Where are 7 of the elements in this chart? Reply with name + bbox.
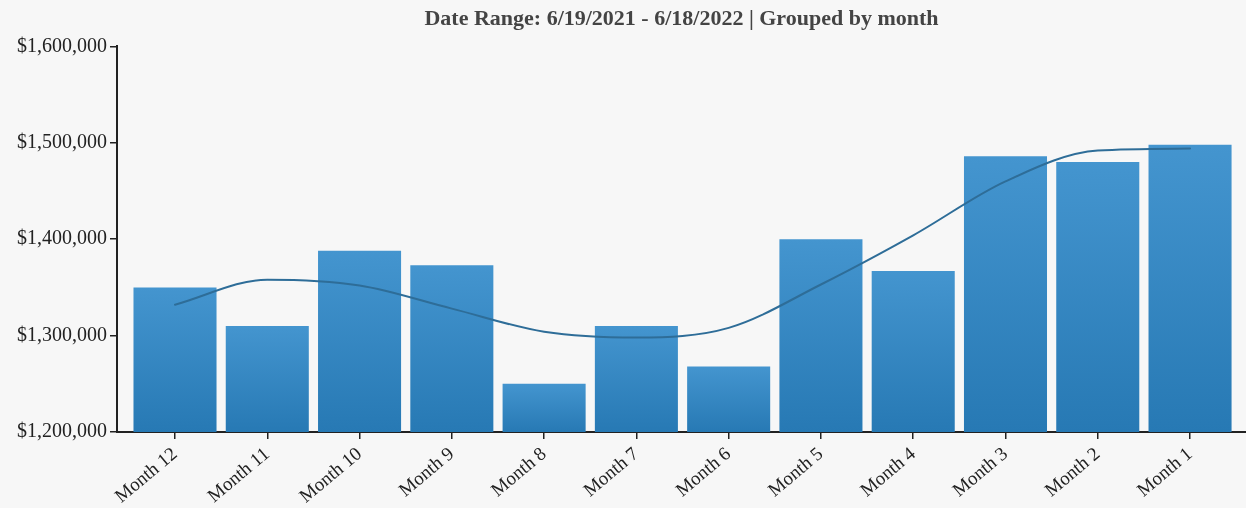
y-tick-label: $1,400,000 — [17, 226, 107, 249]
y-tick-label: $1,200,000 — [17, 419, 107, 442]
line-series — [174, 147, 1192, 339]
y-tick-label: $1,600,000 — [17, 33, 107, 56]
y-tick-label: $1,300,000 — [17, 322, 107, 345]
y-tick-label: $1,500,000 — [17, 130, 107, 153]
chart-title: Date Range: 6/19/2021 - 6/18/2022 | Grouped by month — [424, 4, 939, 30]
